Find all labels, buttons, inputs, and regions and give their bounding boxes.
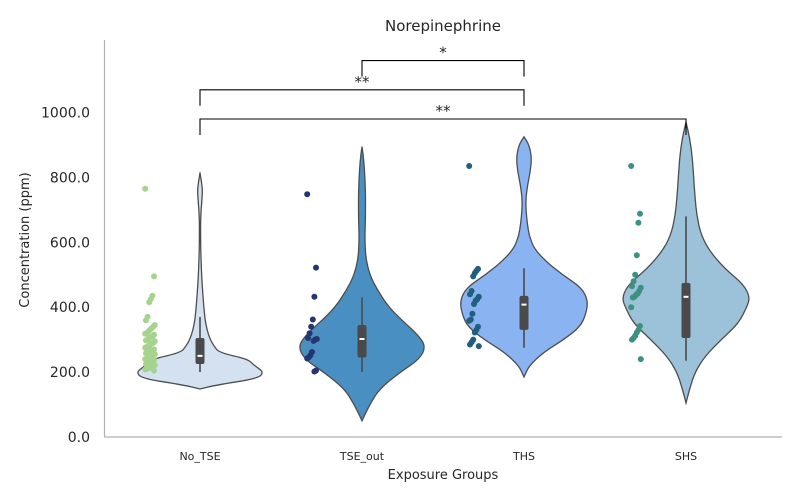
y-tick-label: 600.0 — [50, 235, 90, 251]
point-THS — [471, 329, 478, 336]
point-SHS — [628, 304, 635, 311]
point-THS — [470, 273, 477, 280]
point-TSE_out — [310, 337, 317, 344]
point-THS — [469, 310, 476, 317]
y-tick-label: 800.0 — [50, 170, 90, 186]
significance-layer: ***** — [199, 44, 687, 135]
x-tick-label-SHS: SHS — [675, 450, 697, 463]
y-tick-label: 400.0 — [50, 300, 90, 316]
box-THS — [519, 295, 529, 330]
point-SHS — [637, 210, 643, 217]
x-axis-label: Exposure Groups — [388, 468, 499, 483]
point-TSE_out — [304, 355, 311, 362]
y-ticks: 0.0 200.0 400.0 600.0 800.0 1000.0 — [41, 106, 90, 447]
point-TSE_out — [304, 191, 311, 198]
point-No_TSE — [142, 330, 149, 337]
significance-label: ** — [355, 73, 371, 91]
point-THS — [467, 341, 473, 348]
chart-title: Norepinephrine — [385, 17, 501, 35]
y-tick-label: 1000.0 — [41, 106, 90, 122]
box-TSE_out — [357, 325, 367, 358]
violin-No_TSE — [137, 172, 263, 390]
point-SHS — [635, 219, 642, 226]
y-tick-label: 0.0 — [68, 430, 90, 446]
point-SHS — [637, 356, 644, 363]
point-No_TSE — [151, 273, 157, 280]
point-No_TSE — [146, 299, 153, 306]
point-THS — [466, 317, 473, 324]
box-No_TSE — [195, 338, 205, 364]
y-axis-label: Concentration (ppm) — [18, 172, 33, 307]
y-tick-label: 200.0 — [50, 365, 90, 381]
point-No_TSE — [143, 337, 149, 344]
point-THS — [471, 301, 477, 307]
significance-bracket — [199, 89, 525, 106]
point-SHS — [632, 271, 639, 278]
box-SHS — [681, 282, 691, 339]
point-No_TSE — [142, 185, 149, 192]
significance-bracket — [361, 60, 525, 77]
point-THS — [466, 163, 473, 169]
x-tick-label-TSE_out: TSE_out — [339, 450, 385, 463]
x-tick-label-THS: THS — [512, 450, 535, 463]
x-ticks: No_TSE TSE_out THS SHS — [179, 450, 697, 463]
point-TSE_out — [311, 368, 318, 375]
point-No_TSE — [142, 344, 149, 351]
x-tick-label-No_TSE: No_TSE — [179, 450, 220, 463]
point-THS — [475, 343, 482, 350]
strip-points-layer — [142, 163, 644, 375]
violin-THS — [460, 135, 588, 379]
point-TSE_out — [309, 316, 316, 323]
point-TSE_out — [308, 323, 315, 330]
point-SHS — [633, 252, 640, 259]
point-No_TSE — [143, 317, 149, 324]
point-SHS — [629, 336, 635, 343]
point-SHS — [629, 294, 636, 301]
point-SHS — [630, 278, 637, 285]
point-THS — [467, 291, 473, 298]
point-TSE_out — [305, 335, 311, 341]
point-TSE_out — [313, 264, 319, 271]
point-TSE_out — [311, 293, 318, 300]
point-No_TSE — [142, 366, 149, 373]
significance-bracket — [199, 118, 687, 135]
point-No_TSE — [151, 367, 157, 374]
significance-label: ** — [436, 102, 452, 120]
point-TSE_out — [306, 330, 313, 337]
point-SHS — [629, 283, 635, 290]
point-SHS — [628, 163, 635, 169]
violin-TSE_out — [299, 146, 425, 423]
box-layer — [195, 216, 691, 373]
violin-layer — [137, 122, 750, 423]
significance-label: * — [439, 44, 447, 62]
